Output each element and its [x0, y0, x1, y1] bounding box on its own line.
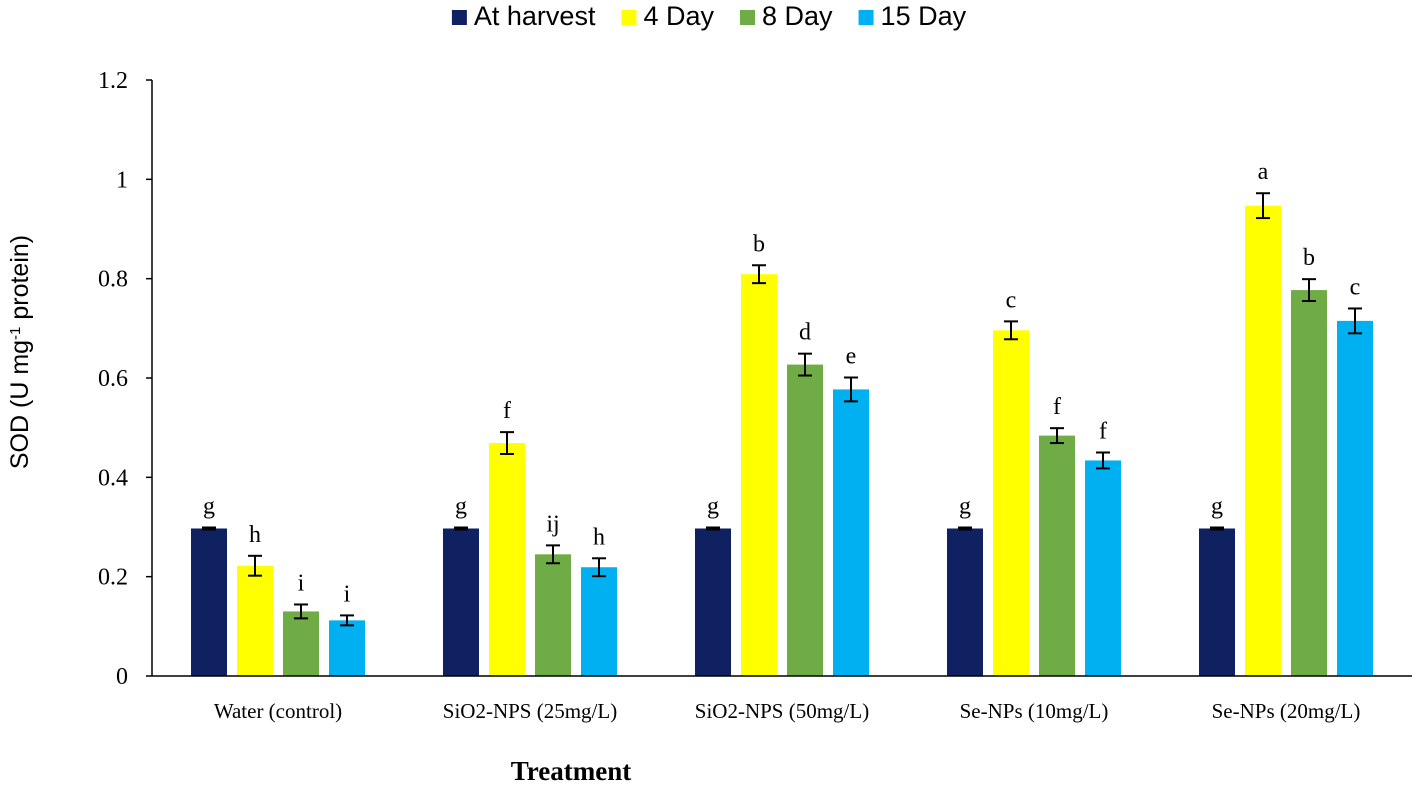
bar — [695, 528, 731, 676]
y-tick-label: 1.2 — [98, 68, 128, 94]
legend: At harvest 4 Day 8 Day 15 Day — [451, 1, 967, 31]
bar — [1199, 528, 1235, 676]
bar — [443, 528, 479, 676]
bar — [581, 567, 617, 676]
bar — [1245, 205, 1281, 676]
significance-label: a — [1258, 159, 1269, 185]
significance-label: f — [503, 398, 511, 424]
legend-swatch — [858, 10, 874, 25]
legend-swatch — [740, 10, 755, 25]
legend-label: At harvest — [474, 1, 596, 31]
y-tick-label: 0.8 — [98, 267, 128, 293]
significance-label: ij — [546, 511, 559, 537]
legend-swatch — [451, 10, 467, 25]
x-category-label: Se-NPs (20mg/L) — [1212, 699, 1361, 723]
bar — [1291, 290, 1327, 676]
significance-label: b — [1303, 245, 1315, 271]
bar — [535, 554, 571, 676]
significance-label: b — [753, 231, 765, 257]
legend-label: 8 Day — [762, 1, 833, 31]
bar — [489, 443, 525, 676]
legend-swatch — [621, 10, 637, 25]
significance-label: f — [1099, 419, 1107, 445]
significance-label: g — [203, 493, 215, 519]
bar — [1039, 435, 1075, 676]
legend-label: 15 Day — [881, 1, 967, 31]
bar — [833, 389, 869, 676]
significance-label: f — [1053, 394, 1061, 420]
bar — [787, 364, 823, 676]
bar — [993, 330, 1029, 676]
bar — [741, 274, 777, 676]
legend-item: 4 Day — [621, 1, 714, 31]
x-category-label: SiO2-NPS (50mg/L) — [695, 699, 869, 723]
significance-label: d — [799, 320, 811, 346]
significance-label: c — [1006, 287, 1017, 313]
y-axis-label: SOD (U mg-1 protein) — [6, 235, 34, 469]
significance-label: h — [593, 524, 605, 550]
significance-label: i — [344, 581, 351, 607]
significance-label: g — [959, 493, 971, 519]
bar — [283, 611, 319, 676]
legend-item: At harvest — [451, 1, 596, 31]
significance-label: c — [1350, 274, 1361, 300]
bar — [237, 565, 273, 676]
y-axis-label-superscript: -1 — [7, 327, 24, 340]
y-axis: 0 0.2 0.4 0.6 0.8 1 1.2 — [98, 68, 153, 690]
x-category-label: SiO2-NPS (25mg/L) — [443, 699, 617, 723]
x-axis-label: Treatment — [511, 756, 631, 785]
y-tick-label: 0 — [116, 664, 128, 690]
x-category-label: Se-NPs (10mg/L) — [960, 699, 1109, 723]
bar — [947, 528, 983, 676]
significance-label: i — [298, 570, 305, 596]
bar — [191, 528, 227, 676]
y-tick-label: 0.4 — [98, 465, 128, 491]
bar — [1337, 320, 1373, 676]
significance-label: h — [249, 522, 261, 548]
legend-item: 15 Day — [858, 1, 967, 31]
bars-group: g h i i g f ij h g b d e g c f f g a b c — [191, 159, 1373, 676]
significance-label: e — [846, 344, 857, 370]
legend-label: 4 Day — [643, 1, 714, 31]
legend-item: 8 Day — [740, 1, 833, 31]
y-tick-label: 0.6 — [98, 366, 128, 392]
significance-label: g — [707, 493, 719, 519]
x-category-label: Water (control) — [214, 699, 342, 723]
y-tick-label: 0.2 — [98, 565, 128, 591]
y-tick-label: 1 — [116, 167, 128, 193]
bar — [329, 620, 365, 676]
significance-label: g — [455, 493, 467, 519]
x-axis: Water (control) SiO2-NPS (25mg/L) SiO2-NPS… — [152, 675, 1412, 723]
significance-label: g — [1211, 493, 1223, 519]
bar — [1085, 460, 1121, 676]
